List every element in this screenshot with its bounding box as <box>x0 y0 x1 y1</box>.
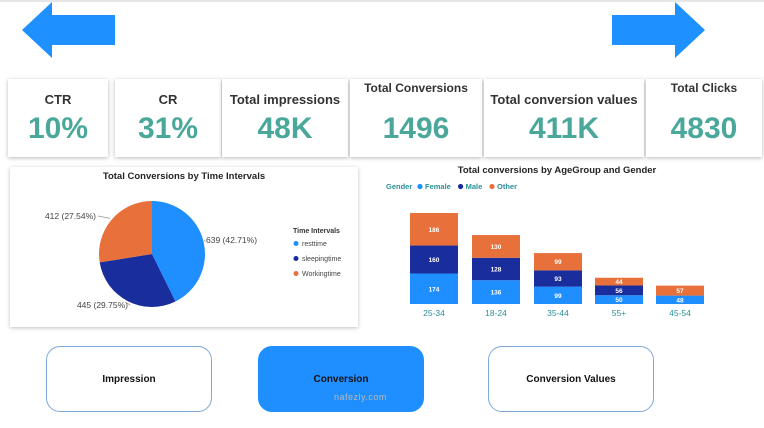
bar-chart-title: Total conversions by AgeGroup and Gender <box>457 165 657 176</box>
pie-leader-line <box>126 302 131 306</box>
bar-data-label: 48 <box>676 297 684 304</box>
kpi-label: CR <box>158 92 178 107</box>
bar-data-label: 174 <box>429 286 440 293</box>
kpi-label: Total impressions <box>229 92 341 107</box>
pie-chart: 639 (42.71%) 445 (29.75%) 412 (27.54%) Time… <box>45 201 341 310</box>
bar-legend-dot <box>458 183 464 190</box>
bar-legend-item[interactable]: Female <box>425 182 451 191</box>
bar-segment-female[interactable] <box>410 273 458 304</box>
kpi-value: 411K <box>528 112 600 145</box>
kpi-card-ctr: CTR 10% <box>8 79 108 157</box>
bar-data-label: 130 <box>491 244 502 251</box>
kpi-value: 4830 <box>670 112 738 145</box>
conversion-button[interactable]: Conversion <box>258 346 424 412</box>
bar-segment-other[interactable] <box>656 285 704 296</box>
pie-legend-dot <box>293 271 299 276</box>
bar-data-label: 160 <box>429 257 440 264</box>
bar-data-label: 186 <box>429 227 440 234</box>
bar-segment-male[interactable] <box>595 285 643 296</box>
bar-category-label: 25-34 <box>423 308 445 318</box>
bar-data-label: 56 <box>615 288 623 295</box>
bar-data-label: 136 <box>491 290 502 297</box>
kpi-value: 1496 <box>382 112 450 145</box>
bar-data-label: 50 <box>615 297 623 304</box>
pie-slice-workingtime[interactable] <box>98 201 152 263</box>
pie-slice-resttime[interactable] <box>152 201 205 302</box>
bar-data-label: 93 <box>554 276 562 283</box>
watermark: nafezly.com <box>334 392 387 402</box>
bar-segment-other[interactable] <box>595 277 643 286</box>
pie-data-label: 412 (27.54%) <box>45 211 96 221</box>
top-divider <box>0 0 764 2</box>
bar-data-label: 99 <box>554 259 562 266</box>
bar-category-label: 55+ <box>612 308 626 318</box>
pie-legend-title: Time Intervals <box>293 228 340 235</box>
bar-segment-male[interactable] <box>472 257 520 281</box>
impression-button[interactable]: Impression <box>46 346 212 412</box>
bar-legend-item[interactable]: Male <box>466 182 483 191</box>
bar-segment-female[interactable] <box>595 295 643 304</box>
kpi-label: Total conversion values <box>490 92 638 107</box>
bar-data-label: 57 <box>676 288 684 295</box>
kpi-label: Total Conversions <box>364 81 468 95</box>
pie-legend-dot <box>293 241 299 246</box>
bar-segment-female[interactable] <box>656 295 704 304</box>
kpi-label: Total Clicks <box>670 81 738 95</box>
conversion-values-button[interactable]: Conversion Values <box>488 346 654 412</box>
bar-chart-panel: Total conversions by AgeGroup and Gender… <box>382 163 732 321</box>
pie-data-label: 639 (42.71%) <box>206 235 257 245</box>
pie-data-label: 445 (29.75%) <box>77 300 128 310</box>
bar-legend-title: Gender <box>386 182 412 191</box>
bar-segment-male[interactable] <box>410 245 458 274</box>
pie-leader-line <box>203 239 206 242</box>
kpi-label: CTR <box>44 92 72 107</box>
pie-legend-item[interactable]: resttime <box>302 241 327 248</box>
bar-data-label: 44 <box>615 279 623 286</box>
bar-category-label: 35-44 <box>547 308 569 318</box>
bar-legend-dot <box>417 183 423 190</box>
kpi-value: 48K <box>257 112 313 145</box>
pie-legend-item[interactable]: Workingtime <box>302 271 341 278</box>
bar-segment-other[interactable] <box>472 235 520 258</box>
kpi-card-total-conversions: Total Conversions 1496 <box>350 79 482 157</box>
pie-chart-title: Total Conversions by Time Intervals <box>102 171 266 182</box>
pie-slice-sleepingtime[interactable] <box>99 254 176 307</box>
bar-segment-other[interactable] <box>534 253 582 271</box>
bar-category-label: 45-54 <box>669 308 691 318</box>
pie-chart-panel: Total Conversions by Time Intervals 639 … <box>10 167 358 327</box>
bar-segment-other[interactable] <box>410 213 458 246</box>
pie-legend-dot <box>293 256 299 261</box>
forward-arrow-icon[interactable] <box>612 2 705 58</box>
bar-chart: Gender Female Male Other 174 160 186 25-34 136 12… <box>386 182 704 318</box>
bar-category-label: 18-24 <box>485 308 507 318</box>
bar-segment-male[interactable] <box>534 270 582 287</box>
kpi-value: 31% <box>137 112 199 145</box>
back-arrow-icon[interactable] <box>22 2 115 58</box>
kpi-card-cr: CR 31% <box>115 79 221 157</box>
kpi-card-total-clicks: Total Clicks 4830 <box>646 79 762 157</box>
bar-legend-dot <box>489 183 495 190</box>
bar-data-label: 99 <box>554 293 562 300</box>
kpi-card-total-conversion-values: Total conversion values 411K <box>484 79 644 157</box>
pie-legend-item[interactable]: sleepingtime <box>302 256 341 263</box>
kpi-card-total-impressions: Total impressions 48K <box>222 79 348 157</box>
bar-segment-female[interactable] <box>472 280 520 304</box>
pie-leader-line <box>97 215 111 219</box>
kpi-value: 10% <box>27 112 89 145</box>
bar-legend-item[interactable]: Other <box>497 182 517 191</box>
bar-data-label: 128 <box>491 267 502 274</box>
bar-segment-female[interactable] <box>534 286 582 304</box>
